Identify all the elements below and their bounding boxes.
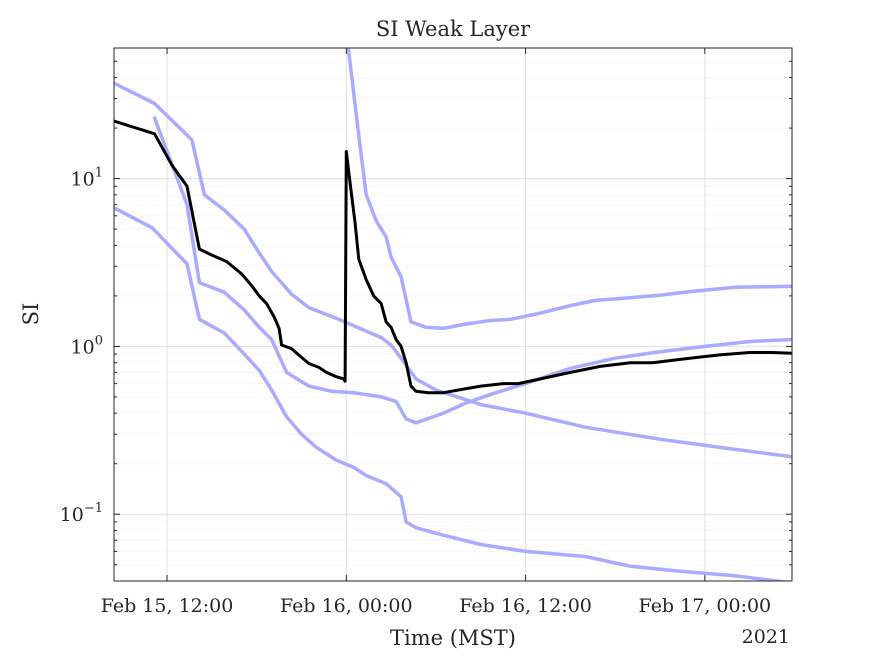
plot-area (114, 48, 792, 581)
y-tick-labels: 10−1 100 101 (60, 166, 103, 527)
x-tick-label: Feb 16, 00:00 (280, 595, 413, 617)
minor-grid (114, 47, 792, 582)
x-tick-labels: Feb 15, 12:00 Feb 16, 00:00 Feb 16, 12:00 F… (101, 595, 771, 617)
plot-frame (113, 47, 793, 582)
y-tick-label: 101 (71, 166, 103, 191)
si-band-series-line (114, 206, 792, 581)
si-band-series-line (346, 48, 792, 331)
chart-title: SI Weak Layer (376, 17, 531, 41)
x-tick-label: Feb 17, 00:00 (639, 595, 772, 617)
si-band-series-line (114, 81, 792, 459)
si-band-series-line (152, 116, 792, 425)
x-axis-year-label: 2021 (742, 626, 790, 648)
x-axis-label: Time (MST) (390, 626, 516, 650)
si-main-series-line (114, 119, 792, 395)
x-tick-label: Feb 15, 12:00 (101, 595, 234, 617)
series-layer (114, 48, 792, 581)
y-tick-label: 10−1 (60, 501, 103, 526)
y-tick-label: 100 (71, 333, 103, 358)
axis-ticks (114, 47, 792, 582)
y-axis-label: SI (19, 303, 43, 326)
x-tick-label: Feb 16, 12:00 (459, 595, 592, 617)
